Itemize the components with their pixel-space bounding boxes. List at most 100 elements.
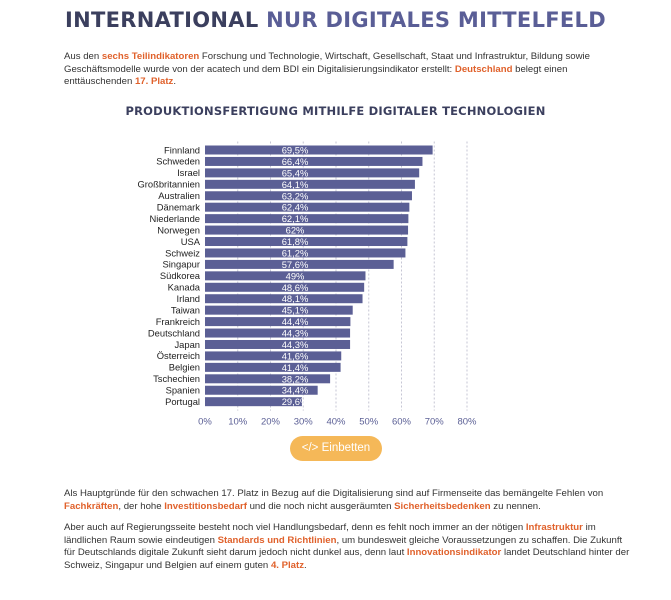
bar-value-label: 29,6%: [282, 396, 309, 407]
outro-paragraph-1: Als Hauptgründe für den schwachen 17. Pl…: [64, 488, 630, 513]
x-tick-label: 30%: [294, 417, 314, 428]
outro-highlight-infrastructure: Infrastruktur: [525, 522, 583, 533]
intro-paragraph: Aus den sechs Teilindikatoren Forschung …: [64, 51, 630, 89]
bar-value-label: 38,2%: [282, 373, 309, 384]
x-tick-label: 60%: [392, 417, 412, 428]
category-label: Israel: [177, 167, 200, 178]
bar: [205, 225, 409, 235]
outro-highlight-security: Sicherheitsbedenken: [394, 500, 491, 512]
page-title-part2: NUR DIGITALES MITTELFELD: [266, 8, 606, 32]
bar: [205, 145, 433, 155]
outro-text: im ländlichen Raum sowie eindeutigen: [64, 522, 596, 546]
outro-text: landet Deutschland hinter der Schweiz, S…: [64, 547, 630, 571]
bar-value-label: 63,2%: [282, 190, 309, 201]
bar: [205, 156, 423, 166]
bar: [205, 374, 331, 384]
bar: [205, 248, 406, 258]
bar: [205, 214, 409, 224]
bar: [205, 362, 341, 372]
bar: [205, 305, 353, 315]
x-tick-label: 70%: [425, 417, 445, 428]
chart-title: PRODUKTIONSFERTIGUNG MITHILFE DIGITALER …: [125, 104, 546, 118]
embed-button[interactable]: </> Einbetten: [290, 436, 382, 461]
category-label: Tschechien: [153, 373, 200, 384]
bar-value-label: 62,1%: [282, 213, 309, 224]
bar: [205, 259, 394, 269]
bar: [205, 397, 302, 407]
outro-text: Aber auch auf Regierungsseite besteht no…: [64, 522, 526, 533]
bar: [205, 294, 363, 304]
bar-value-label: 41,6%: [282, 350, 309, 361]
bar-value-label: 64,1%: [282, 179, 309, 190]
bar-value-label: 44,3%: [282, 339, 309, 350]
outro-text: Als Hauptgründe für den schwachen 17. Pl…: [64, 488, 604, 499]
bar-value-label: 49%: [286, 270, 305, 281]
bar-value-label: 62%: [286, 225, 305, 236]
bar: [205, 237, 408, 247]
category-label: Niederlande: [149, 213, 200, 224]
bar: [205, 351, 342, 361]
outro-highlight-innovation: Innovationsindikator: [406, 547, 502, 559]
x-tick-label: 10%: [228, 417, 248, 428]
intro-highlight-germany: Deutschland: [454, 63, 513, 75]
bar-value-label: 48,6%: [282, 282, 309, 293]
category-label: Australien: [158, 190, 200, 201]
bar: [205, 191, 412, 201]
outro-paragraph-2: Aber auch auf Regierungsseite besteht no…: [64, 522, 630, 572]
bar-value-label: 66,4%: [282, 156, 309, 167]
outro-text: zu nennen.: [490, 500, 541, 512]
category-label: Großbritannien: [137, 179, 200, 190]
x-tick-label: 50%: [359, 417, 379, 428]
category-label: Schweiz: [165, 247, 200, 258]
bar-chart: 0% 10% 20% 30% 40% 50% 60% 70% 80% Finnland 69,5% S…: [137, 141, 477, 428]
x-tick-label: 0%: [198, 417, 212, 428]
code-icon: </>: [301, 442, 319, 454]
category-label: USA: [181, 236, 201, 247]
category-label: Finnland: [164, 144, 200, 155]
x-tick-label: 80%: [457, 417, 477, 428]
bar-value-label: 34,4%: [282, 385, 309, 396]
category-label: Belgien: [169, 362, 200, 373]
category-label: Irland: [177, 293, 200, 304]
category-label: Spanien: [166, 385, 200, 396]
category-label: Japan: [174, 339, 200, 350]
x-tick-label: 40%: [326, 417, 346, 428]
intro-text: .: [173, 76, 177, 88]
bar: [205, 385, 318, 395]
embed-button-label: Einbetten: [321, 442, 371, 454]
bar-value-label: 44,3%: [282, 328, 309, 339]
bar: [205, 271, 366, 281]
bar-value-label: 57,6%: [282, 259, 309, 270]
category-label: Schweden: [156, 156, 200, 167]
bar-value-label: 61,2%: [282, 247, 309, 258]
category-label: Frankreich: [156, 316, 200, 327]
intro-highlight-indicators: sechs Teilindikatoren: [101, 51, 200, 62]
intro-text: Forschung und Technologie, Wirtschaft, G…: [64, 51, 590, 75]
bar: [205, 282, 365, 292]
category-label: Norwegen: [157, 224, 200, 235]
bar: [205, 339, 351, 349]
bar: [205, 317, 351, 327]
outro-highlight-standards: Standards und Richtlinien: [217, 534, 337, 546]
outro-highlight-4th-place: 4. Platz: [270, 559, 304, 571]
bar: [205, 179, 415, 189]
outro-text: und die noch nicht ausgeräumten: [246, 500, 395, 512]
bar-value-label: 69,5%: [282, 145, 309, 156]
intro-text: belegt einen enttäuschenden: [64, 63, 568, 88]
category-label: Deutschland: [148, 327, 200, 338]
category-label: Kanada: [168, 282, 201, 293]
category-label: Dänemark: [157, 202, 201, 213]
bar-value-label: 65,4%: [282, 167, 309, 178]
bar-value-label: 61,8%: [282, 236, 309, 247]
bar-value-label: 62,4%: [282, 202, 309, 213]
outro-text: , um bundesweit gleiche Voraussetzungen …: [64, 534, 623, 559]
bar-value-label: 44,4%: [282, 316, 309, 327]
outro-text: .: [304, 559, 307, 571]
outro-highlight-investment: Investitionsbedarf: [164, 500, 247, 512]
page-title: INTERNATIONAL NUR DIGITALES MITTELFELD: [0, 8, 671, 32]
category-label: Österreich: [157, 350, 200, 361]
page-title-part1: INTERNATIONAL: [65, 8, 259, 32]
category-label: Südkorea: [160, 270, 201, 281]
bar: [205, 328, 351, 338]
bar-value-label: 48,1%: [282, 293, 309, 304]
